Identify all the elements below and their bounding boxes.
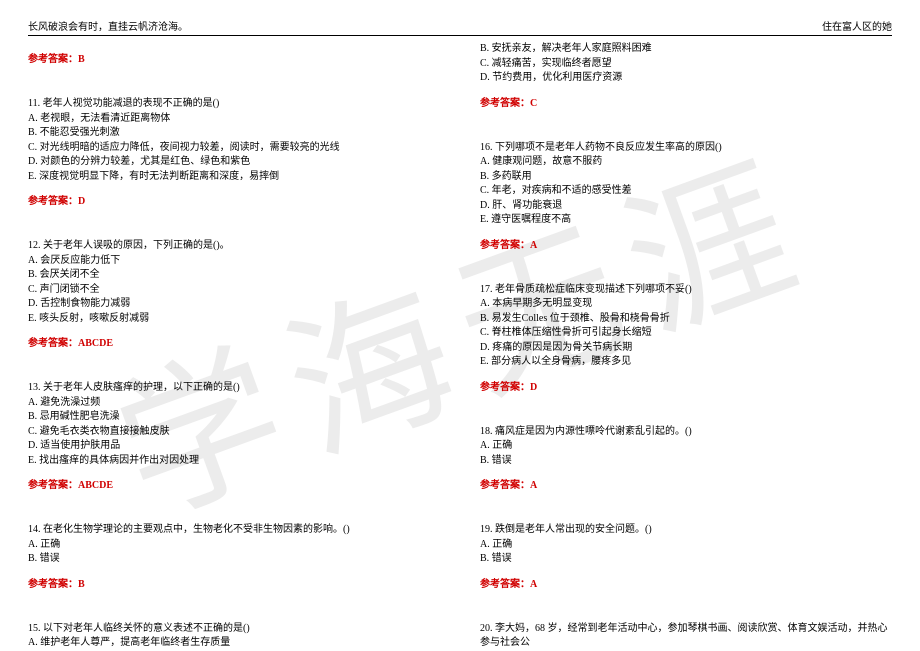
q11-answer: 参考答案：D: [28, 192, 440, 207]
q11-C: C. 对光线明暗的适应力降低，夜间视力较差，阅读时，需要较亮的光线: [28, 141, 440, 156]
q12-A: A. 会厌反应能力低下: [28, 254, 440, 269]
q13-stem: 13. 关于老年人皮肤瘙痒的护理，以下正确的是(): [28, 381, 440, 396]
q15-B: B. 安抚亲友，解决老年人家庭照料困难: [480, 42, 892, 57]
q18-stem: 18. 痛风症是因为内源性嘌呤代谢紊乱引起的。(): [480, 425, 892, 440]
page-header: 长风破浪会有时，直挂云帆济沧海。 住在富人区的她: [28, 18, 892, 36]
left-column: 参考答案：B 11. 老年人视觉功能减退的表现不正确的是() A. 老视眼，无法…: [28, 42, 440, 651]
q11-D: D. 对颜色的分辨力较差，尤其是红色、绿色和紫色: [28, 155, 440, 170]
answer-prev: 参考答案：B: [28, 50, 440, 65]
q15-stem: 15. 以下对老年人临终关怀的意义表述不正确的是(): [28, 622, 440, 637]
q18-A: A. 正确: [480, 439, 892, 454]
q14-B: B. 错误: [28, 552, 440, 567]
question-13: 13. 关于老年人皮肤瘙痒的护理，以下正确的是() A. 避免洗澡过频 B. 忌…: [28, 381, 440, 491]
q17-stem: 17. 老年骨质疏松症临床变现描述下列哪项不妥(): [480, 283, 892, 298]
q12-D: D. 舌控制食物能力减弱: [28, 297, 440, 312]
question-12: 12. 关于老年人误吸的原因，下列正确的是()。 A. 会厌反应能力低下 B. …: [28, 239, 440, 349]
q11-B: B. 不能忍受强光刺激: [28, 126, 440, 141]
question-16: 16. 下列哪项不是老年人药物不良反应发生率高的原因() A. 健康观问题，故意…: [480, 141, 892, 251]
question-17: 17. 老年骨质疏松症临床变现描述下列哪项不妥() A. 本病早期多无明显变现 …: [480, 283, 892, 393]
q14-stem: 14. 在老化生物学理论的主要观点中，生物老化不受非生物因素的影响。(): [28, 523, 440, 538]
q11-A: A. 老视眼，无法看清近距离物体: [28, 112, 440, 127]
q16-E: E. 遵守医嘱程度不高: [480, 213, 892, 228]
q17-D: D. 疼痛的原因是因为骨关节病长期: [480, 341, 892, 356]
q13-A: A. 避免洗澡过频: [28, 396, 440, 411]
q15-A: A. 维护老年人尊严，提高老年临终者生存质量: [28, 636, 440, 651]
question-14: 14. 在老化生物学理论的主要观点中，生物老化不受非生物因素的影响。() A. …: [28, 523, 440, 590]
question-19: 19. 跌倒是老年人常出现的安全问题。() A. 正确 B. 错误 参考答案：A: [480, 523, 892, 590]
q14-answer: 参考答案：B: [28, 575, 440, 590]
q12-B: B. 会厌关闭不全: [28, 268, 440, 283]
q15-answer: 参考答案：C: [480, 94, 892, 109]
q13-C: C. 避免毛衣类衣物直接接触皮肤: [28, 425, 440, 440]
q15-C: C. 减轻痛苦，实现临终者愿望: [480, 57, 892, 72]
q11-stem: 11. 老年人视觉功能减退的表现不正确的是(): [28, 97, 440, 112]
q18-answer: 参考答案：A: [480, 476, 892, 491]
q19-B: B. 错误: [480, 552, 892, 567]
q20-stem: 20. 李大妈，68 岁，经常到老年活动中心，参加琴棋书画、阅读欣赏、体育文娱活…: [480, 622, 892, 651]
q12-C: C. 声门闭锁不全: [28, 283, 440, 298]
q18-B: B. 错误: [480, 454, 892, 469]
q17-E: E. 部分病人以全身骨病，腰疼多见: [480, 355, 892, 370]
q17-answer: 参考答案：D: [480, 378, 892, 393]
question-20: 20. 李大妈，68 岁，经常到老年活动中心，参加琴棋书画、阅读欣赏、体育文娱活…: [480, 622, 892, 651]
q12-E: E. 咳头反射，咳嗽反射减弱: [28, 312, 440, 327]
header-left: 长风破浪会有时，直挂云帆济沧海。: [28, 18, 188, 33]
q12-answer: 参考答案：ABCDE: [28, 334, 440, 349]
q16-C: C. 年老，对疾病和不适的感受性差: [480, 184, 892, 199]
q14-A: A. 正确: [28, 538, 440, 553]
q16-D: D. 肝、肾功能衰退: [480, 199, 892, 214]
q16-stem: 16. 下列哪项不是老年人药物不良反应发生率高的原因(): [480, 141, 892, 156]
q17-B: B. 易发生Colles 位于颈椎、股骨和桡骨骨折: [480, 312, 892, 327]
q19-A: A. 正确: [480, 538, 892, 553]
q15-D: D. 节约费用，优化利用医疗资源: [480, 71, 892, 86]
question-11: 11. 老年人视觉功能减退的表现不正确的是() A. 老视眼，无法看清近距离物体…: [28, 97, 440, 207]
q13-answer: 参考答案：ABCDE: [28, 476, 440, 491]
q16-A: A. 健康观问题，故意不服药: [480, 155, 892, 170]
right-column: B. 安抚亲友，解决老年人家庭照料困难 C. 减轻痛苦，实现临终者愿望 D. 节…: [480, 42, 892, 651]
q19-stem: 19. 跌倒是老年人常出现的安全问题。(): [480, 523, 892, 538]
q19-answer: 参考答案：A: [480, 575, 892, 590]
question-18: 18. 痛风症是因为内源性嘌呤代谢紊乱引起的。() A. 正确 B. 错误 参考…: [480, 425, 892, 492]
q16-answer: 参考答案：A: [480, 236, 892, 251]
header-right: 住在富人区的她: [822, 18, 892, 33]
q17-C: C. 脊柱椎体压缩性骨折可引起身长缩短: [480, 326, 892, 341]
q12-stem: 12. 关于老年人误吸的原因，下列正确的是()。: [28, 239, 440, 254]
q11-E: E. 深度视觉明显下降，有时无法判断距离和深度，易摔倒: [28, 170, 440, 185]
q16-B: B. 多药联用: [480, 170, 892, 185]
q17-A: A. 本病早期多无明显变现: [480, 297, 892, 312]
q13-B: B. 忌用碱性肥皂洗澡: [28, 410, 440, 425]
q13-E: E. 找出瘙痒的具体病因并作出对因处理: [28, 454, 440, 469]
question-15: 15. 以下对老年人临终关怀的意义表述不正确的是() A. 维护老年人尊严，提高…: [28, 622, 440, 651]
q13-D: D. 适当使用护肤用品: [28, 439, 440, 454]
